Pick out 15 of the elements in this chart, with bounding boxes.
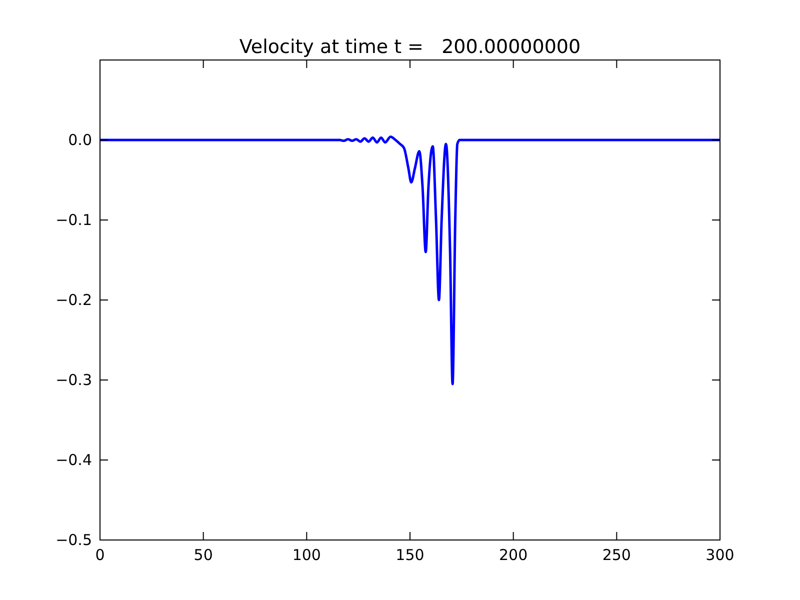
y-tick-label: −0.2 (56, 291, 92, 309)
y-tick-label: −0.1 (56, 211, 92, 229)
x-tick-label: 50 (194, 546, 213, 564)
x-tick-label: 100 (292, 546, 321, 564)
y-tick-label: −0.5 (56, 531, 92, 549)
x-tick-label: 200 (499, 546, 528, 564)
line-series (100, 136, 720, 386)
x-tick-label: 0 (95, 546, 105, 564)
y-tick-label: 0.0 (68, 131, 92, 149)
x-tick-label: 300 (706, 546, 734, 564)
x-tick-label: 250 (602, 546, 631, 564)
y-tick-label: −0.4 (56, 451, 92, 469)
x-tick-label: 150 (396, 546, 424, 564)
chart-title: Velocity at time t = 200.00000000 (239, 36, 581, 58)
y-tick-label: −0.3 (56, 371, 92, 389)
